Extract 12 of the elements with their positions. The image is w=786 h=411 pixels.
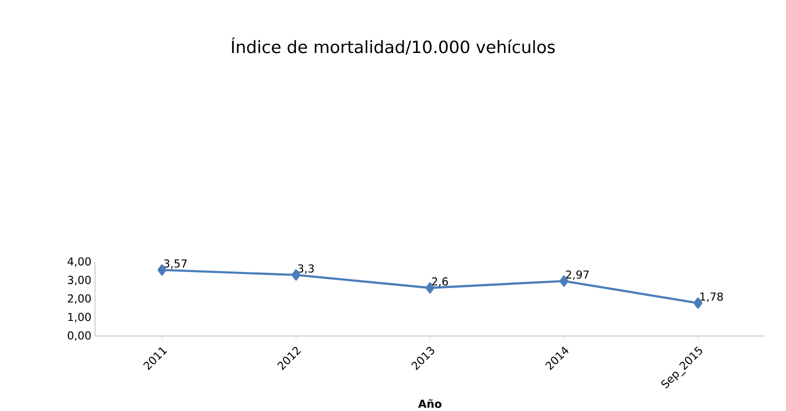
y-tick-label: 3,00 — [68, 276, 91, 286]
data-label: 3,3 — [298, 264, 314, 274]
y-tick-label: 0,00 — [68, 331, 91, 341]
data-label: 3,57 — [164, 259, 187, 269]
data-label: 2,6 — [432, 277, 448, 287]
y-tick-label: 4,00 — [68, 257, 91, 267]
y-tick-label: 1,00 — [68, 312, 91, 322]
data-label: 1,78 — [700, 292, 723, 302]
x-axis-title: Año — [418, 399, 442, 408]
y-tick-label: 2,00 — [68, 294, 91, 304]
data-label: 2,97 — [566, 270, 589, 280]
chart-title: Índice de mortalidad/10.000 vehículos — [232, 37, 555, 55]
